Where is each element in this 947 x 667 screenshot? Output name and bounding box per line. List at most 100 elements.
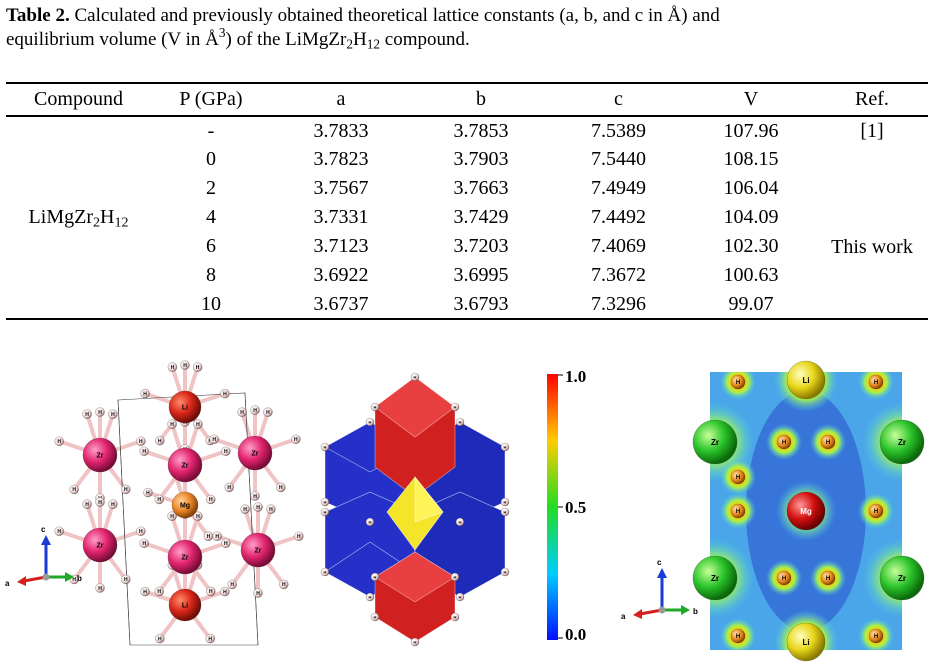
svg-text:Zr: Zr — [97, 542, 104, 549]
axis-a-label: a — [5, 579, 10, 588]
table-row: 2 3.7567 3.7663 7.4949 106.04 — [6, 174, 928, 203]
h-atom: H — [220, 586, 230, 597]
svg-text:H: H — [459, 594, 462, 599]
cell-p: 0 — [206, 148, 216, 170]
h-atom: H — [450, 572, 460, 582]
svg-text:H: H — [294, 437, 298, 443]
table-row: 6 3.7123 3.7203 7.4069 102.30 — [6, 232, 928, 261]
svg-text:H: H — [146, 490, 150, 496]
svg-text:H: H — [143, 391, 147, 397]
svg-text:H: H — [504, 444, 507, 449]
svg-text:Zr: Zr — [182, 554, 189, 561]
svg-text:H: H — [209, 497, 213, 503]
header-compound: Compound — [34, 88, 123, 110]
header-ref: Ref. — [855, 88, 889, 110]
svg-text:H: H — [209, 589, 213, 595]
h-atom: H — [206, 586, 216, 597]
h-atom: H — [275, 482, 286, 493]
svg-text:Mg: Mg — [180, 502, 190, 509]
svg-text:Li: Li — [802, 376, 809, 385]
svg-text:H: H — [240, 410, 244, 416]
h-atom: H — [54, 436, 64, 447]
svg-text:H: H — [142, 449, 146, 455]
table-row: LiMgZr2H12 - 3.7833 3.7853 7.5389 107.96… — [6, 116, 928, 231]
svg-text:H: H — [269, 507, 273, 513]
caption-text-1: Calculated and previously obtained theor… — [69, 5, 720, 26]
axis-a-label: a — [621, 612, 626, 621]
h-atom: H — [69, 484, 79, 495]
h-atom: H — [320, 497, 330, 507]
mg-polyhedron — [386, 476, 444, 551]
svg-text:H: H — [256, 591, 260, 597]
atoms: HHHHHHHHHHHHHHHHHHHHHHHHHHHHHHHHHHHHHHHH… — [54, 360, 304, 644]
svg-text:H: H — [324, 509, 327, 514]
h-atom: H — [253, 588, 263, 598]
svg-text:H: H — [504, 499, 507, 504]
cell-v: 102.30 — [723, 235, 779, 257]
svg-text:H: H — [124, 577, 128, 583]
h-atom: H — [266, 504, 276, 514]
h-atom: H — [500, 567, 510, 577]
h-atom: H — [167, 419, 177, 429]
li-atom: Li — [168, 390, 202, 424]
h-atom: H — [370, 402, 380, 412]
zr-atom: Zr — [82, 527, 118, 563]
cell-v: 106.04 — [723, 177, 779, 199]
svg-text:H: H — [782, 576, 786, 582]
zr-atom: Zr — [692, 555, 738, 601]
svg-text:H: H — [279, 485, 283, 491]
svg-text:H: H — [111, 502, 115, 508]
svg-text:H: H — [504, 569, 507, 574]
h-atom: H — [193, 419, 203, 429]
h-atom: H — [167, 511, 177, 521]
axis-c-label: c — [41, 525, 46, 534]
cell-a: 3.6737 — [313, 292, 369, 315]
svg-text:H: H — [171, 365, 175, 371]
h-atom: H — [868, 503, 884, 519]
h-atom: H — [320, 442, 330, 452]
header-b: b — [476, 88, 486, 110]
cell-v: 104.09 — [723, 206, 779, 228]
svg-text:H: H — [414, 374, 417, 379]
svg-text:H: H — [170, 514, 174, 520]
h-atom: H — [82, 409, 92, 419]
svg-text:H: H — [170, 422, 174, 428]
svg-text:H: H — [736, 509, 740, 515]
li-atom: Li — [786, 622, 826, 662]
cell-a: 3.7331 — [313, 206, 369, 228]
zr-atom: Zr — [167, 539, 203, 575]
ball-stick-structure-figure: HHHHHHHHHHHHHHHHHHHHHHHHHHHHHHHHHHHHHHHH… — [5, 360, 304, 646]
svg-text:H: H — [454, 574, 457, 579]
cell-b: 3.7429 — [453, 206, 509, 228]
axis-b-label: b — [693, 607, 698, 616]
h-atom: H — [500, 507, 510, 517]
h-atom: H — [95, 583, 105, 593]
svg-text:Mg: Mg — [800, 507, 812, 516]
header-v: V — [743, 88, 759, 110]
li-polyhedra — [374, 376, 456, 643]
svg-text:H: H — [223, 589, 227, 595]
svg-text:Li: Li — [182, 404, 188, 411]
h-atom: H — [455, 592, 465, 602]
compound-sub-12: 12 — [114, 215, 129, 231]
svg-text:H: H — [157, 497, 161, 503]
svg-text:H: H — [454, 404, 457, 409]
svg-text:H: H — [282, 582, 286, 588]
svg-text:H: H — [736, 634, 740, 640]
svg-text:H: H — [224, 449, 228, 455]
zr-atom: Zr — [692, 419, 738, 465]
h-atom: H — [192, 362, 203, 372]
mg-atom: Mg — [786, 491, 826, 531]
cell-c: 7.4069 — [591, 235, 646, 257]
h-atom: H — [139, 446, 149, 457]
compound-base: LiMgZr — [28, 206, 93, 228]
svg-text:H: H — [826, 576, 830, 582]
compound-cell: LiMgZr2H12 — [6, 116, 151, 319]
caption-line-2: equilibrium volume (V in Å3) of the LiMg… — [6, 26, 941, 52]
svg-text:H: H — [223, 391, 227, 397]
svg-text:H: H — [139, 439, 143, 445]
cell-a: 3.7567 — [313, 177, 369, 199]
h-atom: H — [370, 612, 380, 622]
li-atom: Li — [168, 588, 202, 622]
